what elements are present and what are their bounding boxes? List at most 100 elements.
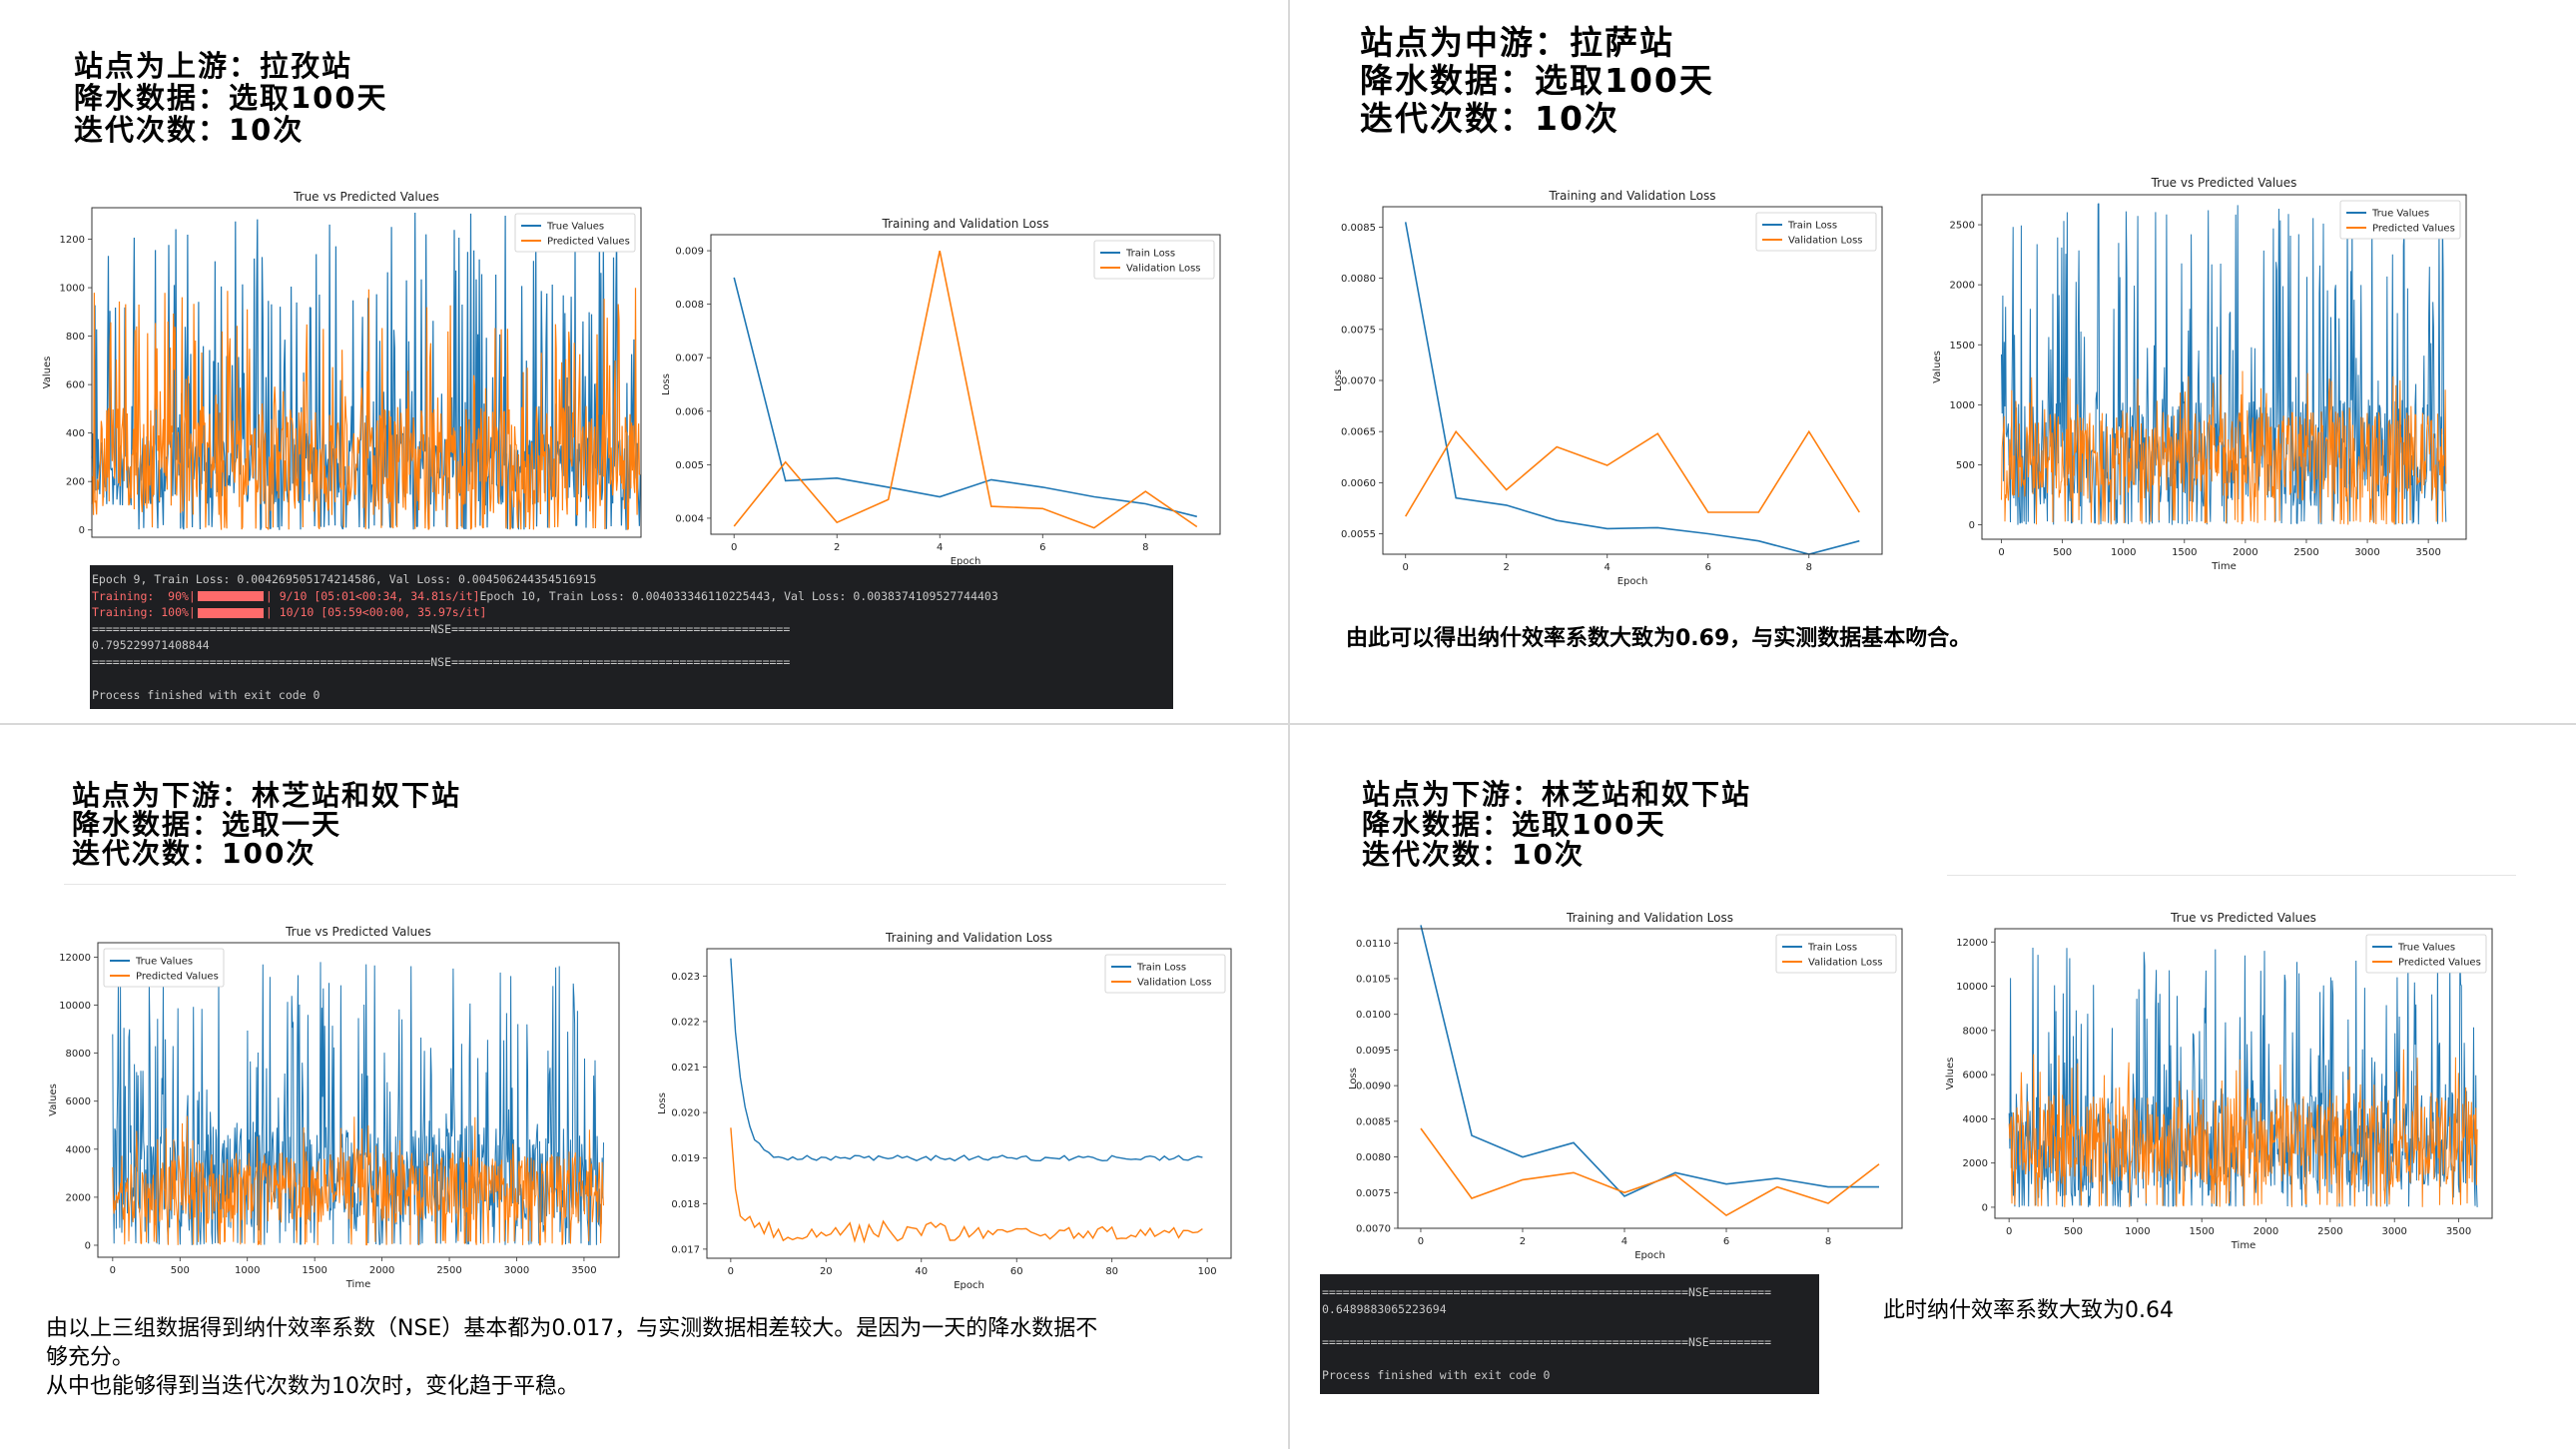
- q4-loss-chart: Training and Validation Loss 0.0070 0.0075…: [1348, 911, 1903, 1261]
- legend-label: True Values: [2397, 943, 2455, 954]
- series-train-loss: [733, 277, 1197, 518]
- legend-box: [514, 213, 636, 253]
- q3-heading: 站点为下游：林芝站和奴下站 降水数据：选取一天 迭代次数：100次: [72, 781, 461, 868]
- chart-title: True vs Predicted Values: [285, 925, 431, 939]
- q1-term-progress-detail: | 9/10 [05:01<00:34, 34.81s/it]: [265, 588, 480, 603]
- x-axis-label: Epoch: [1634, 1250, 1665, 1261]
- q1-term-progress-bar: [197, 591, 264, 601]
- y-tick-label: 0.0080: [1356, 1152, 1391, 1163]
- q1-term-line5: 0.795229971408844: [92, 638, 210, 652]
- x-tick-label: 3500: [571, 1265, 596, 1276]
- q3-note-line3: 从中也能够得到当迭代次数为10次时，变化趋于平稳。: [46, 1374, 579, 1399]
- x-tick-label: 8: [1825, 1236, 1831, 1247]
- y-tick-label: 0.0060: [1341, 478, 1376, 489]
- legend-label: True Values: [2371, 209, 2429, 220]
- y-tick-label: 4000: [1963, 1114, 1988, 1125]
- chart-title: Training and Validation Loss: [885, 931, 1052, 945]
- plot-frame: [1994, 928, 2493, 1219]
- plot-frame: [97, 942, 620, 1258]
- legend-label: Predicted Values: [2372, 224, 2455, 235]
- y-tick-label: 0.020: [671, 1108, 700, 1119]
- separator-line: [1947, 875, 2516, 876]
- q1-term-line7: Process finished with exit code 0: [92, 687, 321, 702]
- y-tick-label: 12000: [59, 953, 91, 964]
- legend-label: Predicted Values: [547, 237, 630, 248]
- y-tick-label: 8000: [66, 1049, 91, 1060]
- legend-box: [1093, 240, 1215, 280]
- panel-divider-vertical-top: [1288, 0, 1290, 725]
- legend-box: [1775, 934, 1897, 974]
- y-axis-label: Values: [1932, 351, 1943, 383]
- x-tick-label: 1000: [235, 1265, 260, 1276]
- y-tick-label: 0.0095: [1356, 1046, 1391, 1057]
- y-tick-label: 0.018: [671, 1199, 700, 1210]
- x-tick-label: 0: [728, 1266, 734, 1277]
- legend-box: [1104, 954, 1226, 994]
- y-tick-label: 0.0085: [1356, 1116, 1391, 1127]
- x-tick-label: 3500: [2446, 1226, 2471, 1237]
- q1-heading-rain: 降水数据：选取100天: [74, 81, 388, 115]
- q3-heading-rain: 降水数据：选取一天: [72, 808, 342, 841]
- q1-term-line1: Epoch 9, Train Loss: 0.00426950517421458…: [92, 572, 597, 586]
- series-validation-loss: [1405, 429, 1860, 517]
- x-tick-label: 0: [731, 542, 737, 553]
- x-tick-label: 3000: [504, 1265, 529, 1276]
- legend-box: [1755, 212, 1877, 252]
- q1-term-progress-bar: [197, 607, 264, 618]
- chart-title: True vs Predicted Values: [2170, 911, 2316, 925]
- q2-note: 由此可以得出纳什效率系数大致为0.69，与实测数据基本吻合。: [1346, 626, 1972, 651]
- y-tick-label: 0.004: [675, 513, 704, 524]
- series-predicted-values: [112, 1115, 604, 1246]
- legend-label: Predicted Values: [2398, 958, 2481, 969]
- x-axis-label: Epoch: [951, 556, 981, 567]
- x-tick-label: 0: [1403, 562, 1409, 573]
- y-tick-label: 0.0090: [1356, 1082, 1391, 1092]
- x-tick-label: 4: [937, 542, 943, 553]
- series-predicted-values: [2001, 370, 2447, 525]
- series-true-values: [2008, 947, 2478, 1207]
- q1-term-line4: ========================================…: [92, 621, 791, 636]
- legend-label: Validation Loss: [1788, 236, 1863, 247]
- legend-label: Validation Loss: [1808, 958, 1883, 969]
- q4-term-blank: [1322, 1317, 1817, 1334]
- x-tick-label: 4: [1621, 1236, 1627, 1247]
- series-validation-loss: [1420, 1127, 1880, 1217]
- legend-label: True Values: [135, 957, 193, 968]
- x-tick-label: 6: [1039, 542, 1045, 553]
- x-tick-label: 0: [1418, 1236, 1424, 1247]
- q4-terminal: ========================================…: [1320, 1274, 1819, 1394]
- x-tick-label: 6: [1705, 562, 1711, 573]
- legend-label: Predicted Values: [136, 972, 219, 983]
- q1-term-blank: [92, 670, 1171, 687]
- y-tick-label: 0: [85, 1240, 91, 1251]
- q1-term-line3: Training: 100%| | 10/10 [05:59<00:00, 35.…: [92, 604, 1171, 621]
- x-tick-label: 3000: [2381, 1226, 2406, 1237]
- y-tick-label: 1200: [60, 235, 85, 246]
- y-tick-label: 2000: [1963, 1158, 1988, 1169]
- q2-true-vs-predicted-chart: True vs Predicted Values 0 500 1000 1500 2000…: [1932, 176, 2467, 572]
- q2-loss-chart: Training and Validation Loss 0.0055 0.0060…: [1333, 189, 1883, 587]
- q3-heading-station: 站点为下游：林芝站和奴下站: [72, 779, 462, 812]
- y-tick-label: 0.0080: [1341, 274, 1376, 285]
- plot-frame: [1397, 928, 1903, 1229]
- y-axis-label: Loss: [1348, 1068, 1359, 1089]
- y-tick-label: 8000: [1963, 1026, 1988, 1037]
- legend-box: [2365, 934, 2487, 974]
- x-tick-label: 500: [171, 1265, 190, 1276]
- panel-divider-vertical-bottom: [1288, 725, 1290, 1449]
- plot-frame: [91, 207, 642, 538]
- y-tick-label: 10000: [1956, 982, 1988, 993]
- x-tick-label: 1000: [2111, 547, 2136, 558]
- q1-loss-chart: Training and Validation Loss 0.004 0.005 0.…: [661, 217, 1221, 567]
- legend-box: [2339, 200, 2461, 240]
- x-tick-label: 6: [1723, 1236, 1729, 1247]
- y-tick-label: 0.009: [675, 247, 704, 258]
- y-tick-label: 600: [66, 380, 85, 391]
- series-true-values: [112, 962, 604, 1245]
- plot-frame: [706, 948, 1232, 1259]
- series-validation-loss: [733, 250, 1198, 529]
- y-tick-label: 0.021: [671, 1063, 700, 1074]
- y-tick-label: 0: [1969, 520, 1975, 531]
- x-axis-label: Time: [2231, 1240, 2255, 1251]
- y-tick-label: 0.0075: [1341, 325, 1376, 336]
